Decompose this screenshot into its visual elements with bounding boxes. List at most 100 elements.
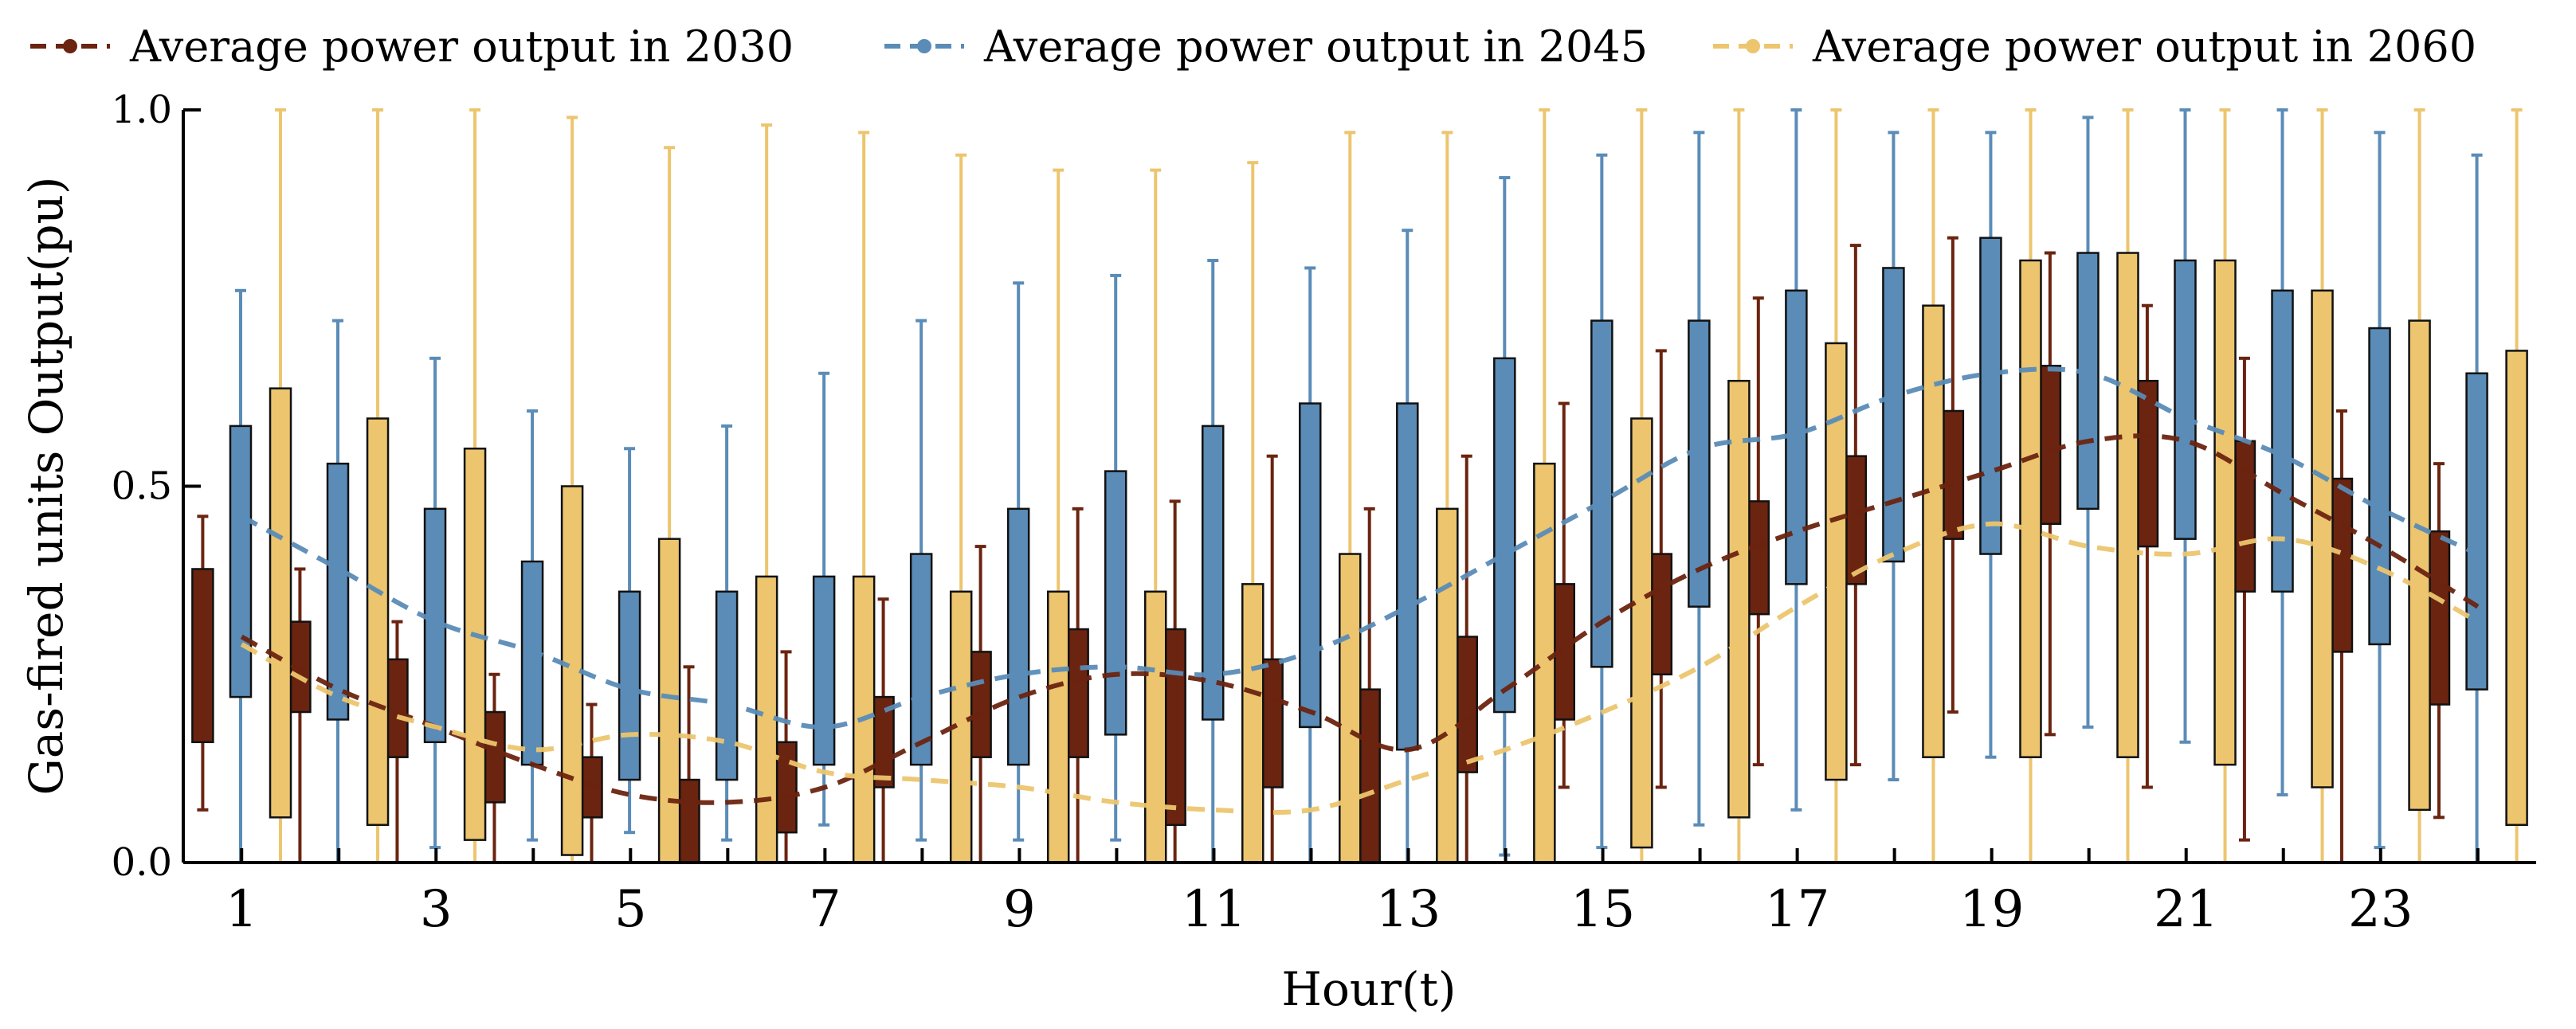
legend-marker-icon [63, 39, 77, 53]
x-tick-label: 7 [809, 880, 841, 939]
box-hour-22 [2233, 440, 2256, 593]
legend-item-2: Average power output in 2045 [884, 22, 1648, 72]
y-tick-label: 0.0 [112, 840, 172, 885]
box-hour-8 [872, 695, 895, 788]
legend-item-3: Average power output in 2060 [1713, 22, 2476, 72]
box-hour-9 [969, 651, 992, 758]
legend-marker-icon [917, 39, 931, 53]
box-hour-14 [1533, 462, 1556, 864]
box-hour-13 [1436, 507, 1459, 864]
box-hour-13 [1396, 402, 1419, 751]
series-2-boxes [229, 108, 2488, 864]
box-hour-20 [2116, 252, 2139, 758]
box-hour-5 [618, 590, 641, 781]
y-axis-label: Gas-fired units Output(pu) [19, 176, 73, 795]
legend-item-1: Average power output in 2030 [30, 22, 794, 72]
box-hour-3 [463, 448, 487, 841]
box-hour-21 [2213, 259, 2237, 766]
box-hour-8 [909, 553, 933, 766]
mean-line-series-2 [240, 366, 2480, 730]
box-hour-24 [2505, 350, 2528, 826]
box-hour-18 [1844, 455, 1868, 585]
x-tick-label: 15 [1570, 880, 1635, 939]
box-hour-16 [1688, 319, 1711, 608]
box-hour-10 [1143, 590, 1167, 864]
y-tick-label: 0.5 [112, 464, 172, 509]
box-hour-13 [1358, 688, 1381, 864]
box-hour-11 [1241, 583, 1264, 864]
box-hour-6 [677, 778, 700, 864]
box-hour-17 [1785, 289, 1808, 585]
y-tick-label: 1.0 [112, 88, 172, 132]
box-hour-17 [1825, 342, 1848, 781]
x-tick-label: 5 [614, 880, 647, 939]
box-hour-15 [1552, 583, 1576, 721]
box-hour-12 [1339, 553, 1362, 864]
mean-line-series-3 [240, 521, 2480, 816]
box-hour-10 [1066, 628, 1089, 758]
box-hour-22 [2311, 289, 2334, 788]
box-hour-16 [1649, 553, 1673, 675]
box-hour-14 [1455, 636, 1478, 773]
plot-marks [191, 108, 2528, 864]
box-hour-1 [269, 387, 292, 819]
legend-label: Average power output in 2060 [1812, 22, 2476, 72]
box-hour-24 [2427, 530, 2451, 706]
box-hour-6 [715, 590, 739, 781]
box-hour-22 [2271, 289, 2294, 593]
box-hour-21 [2135, 379, 2159, 548]
x-tick-label: 17 [1765, 880, 1829, 939]
box-hour-21 [2174, 259, 2197, 540]
box-hour-10 [1104, 470, 1127, 736]
box-hour-3 [386, 658, 409, 758]
box-hour-2 [366, 417, 390, 826]
box-hour-19 [1979, 237, 2002, 555]
box-hour-12 [1261, 658, 1284, 788]
box-hour-16 [1727, 379, 1751, 819]
box-hour-18 [1922, 304, 1945, 758]
x-tick-label: 11 [1182, 880, 1246, 939]
box-hour-23 [2408, 319, 2431, 812]
x-tick-label: 23 [2348, 880, 2413, 939]
mean-lines [240, 366, 2480, 816]
box-hour-11 [1201, 425, 1225, 721]
box-hour-4 [560, 485, 584, 856]
x-tick-label: 1 [225, 880, 258, 939]
x-tick-label: 21 [2154, 880, 2218, 939]
box-hour-19 [2019, 259, 2042, 758]
box-hour-9 [1006, 507, 1030, 766]
x-tick-label: 3 [420, 880, 453, 939]
box-hour-4 [483, 710, 506, 804]
legend: Average power output in 2030 Average powe… [30, 22, 2476, 72]
mean-line-series-1 [240, 433, 2480, 805]
box-hour-20 [2038, 365, 2062, 525]
x-axis-label: Hour(t) [1281, 962, 1456, 1016]
box-hour-20 [2076, 252, 2100, 511]
box-hour-5 [657, 538, 681, 864]
box-hour-14 [1493, 357, 1516, 714]
box-hour-3 [423, 507, 447, 744]
box-hour-18 [1882, 267, 1905, 563]
x-tick-label: 19 [1959, 880, 2024, 939]
legend-marker-icon [1746, 39, 1760, 53]
box-hour-15 [1630, 417, 1653, 849]
x-tick-label: 9 [1003, 880, 1036, 939]
box-hour-12 [1299, 402, 1322, 729]
box-hour-1 [229, 425, 253, 698]
series-1-boxes [191, 236, 2451, 864]
box-hour-19 [1941, 409, 1965, 540]
axes: 0.00.51.01 3 5 7 9 11 13 15 17 19 21 23 [112, 88, 2536, 939]
box-hour-2 [326, 462, 350, 721]
legend-label: Average power output in 2030 [129, 22, 794, 72]
box-hour-17 [1747, 500, 1770, 616]
box-hour-7 [812, 575, 836, 766]
box-hour-23 [2330, 477, 2354, 653]
legend-label: Average power output in 2045 [983, 22, 1648, 72]
box-hour-15 [1590, 319, 1613, 668]
x-tick-label: 13 [1376, 880, 1441, 939]
box-hour-9 [1046, 590, 1070, 864]
box-hour-24 [2465, 372, 2488, 691]
box-hour-1 [191, 568, 214, 744]
